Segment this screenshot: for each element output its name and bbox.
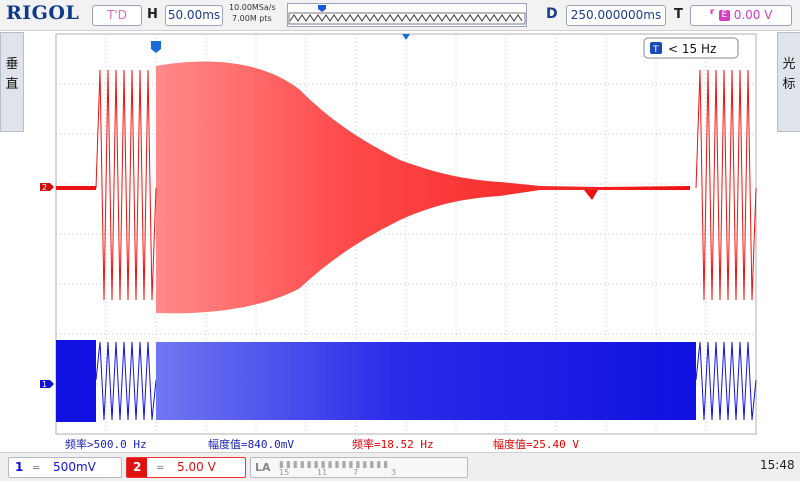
run-state-indicator[interactable]: T'D (92, 5, 142, 26)
trigger-frequency-box (643, 37, 739, 59)
measurement-ch1-frequency: 频率>500.0 Hz (65, 438, 147, 451)
memory-overview-icon (288, 5, 526, 25)
dc-coupling-icon: ═ (33, 463, 40, 474)
clock: 15:48 (760, 458, 795, 472)
delay-label: D (546, 6, 558, 22)
ch2-number: 2 (127, 458, 148, 477)
trigger-level-value: 0.00 V (733, 8, 773, 22)
vertical-tab-char-1: 垂 (5, 57, 19, 72)
trigger-freq-icon (650, 42, 662, 54)
dc-coupling-icon: ═ (157, 463, 164, 474)
memory-depth: 7.00M pts (232, 14, 272, 23)
trigger-label: T (674, 7, 683, 22)
la-label: LA (255, 461, 271, 474)
ch1-marker-icon (40, 380, 54, 388)
rising-edge-icon: ⸢ (709, 8, 716, 22)
waveform-display[interactable]: T < 15 Hz 2 1 (0, 30, 800, 452)
cursor-tab-char-1: 光 (782, 57, 796, 72)
la-digit-15: 15 (279, 468, 290, 477)
top-status-bar: RIGOL T'D H 50.00ms 10.00MSa/s 7.00M pts… (0, 0, 800, 31)
svg-text:T: T (652, 45, 659, 55)
timebase-value[interactable]: 50.00ms (165, 5, 223, 26)
ch2-scale-box[interactable]: 2 ═ 5.00 V (126, 457, 246, 478)
la-channels-box[interactable]: LA 15 11 7 3 ▮▮▮▮▮▮▮▮▮▮▮▮▮▮▮▮ (250, 457, 468, 478)
measurement-ch2-amplitude: 幅度值=25.40 V (493, 438, 579, 451)
ch1-scale-box[interactable]: 1 ═ 500mV (8, 457, 122, 478)
trigger-frequency-value: < 15 Hz (668, 42, 716, 56)
ch1-number: 1 (15, 460, 24, 474)
ch1-marker-label: 1 (42, 380, 47, 389)
memory-overview-bar[interactable] (287, 3, 527, 27)
trigger-settings[interactable]: ⸢ E 0.00 V (690, 5, 792, 26)
ch2-waveform (56, 61, 757, 314)
brand-logo: RIGOL (6, 2, 80, 24)
ch1-waveform (56, 340, 757, 422)
ch2-marker-icon (40, 183, 54, 191)
ch1-scale-value: 500mV (53, 460, 96, 474)
cursor-tab-char-2: 标 (782, 77, 796, 92)
la-bits-icon: ▮▮▮▮▮▮▮▮▮▮▮▮▮▮▮▮ (279, 460, 391, 470)
measurement-ch1-amplitude: 幅度值=840.0mV (208, 438, 294, 451)
delay-value[interactable]: 250.000000ms (566, 5, 666, 26)
center-marker-icon (402, 34, 410, 40)
sample-rate: 10.00MSa/s (229, 3, 276, 12)
la-digit-11: 11 (317, 468, 328, 477)
trigger-position-icon (151, 41, 161, 53)
horizontal-label: H (147, 7, 158, 22)
trigger-source-icon: E (718, 10, 730, 21)
cursor-menu-tab[interactable]: 光 标 (777, 32, 800, 132)
ch2-scale-value: 5.00 V (177, 460, 216, 474)
measurement-ch2-frequency: 频率=18.52 Hz (352, 438, 434, 451)
la-digit-7: 7 (353, 468, 359, 477)
vertical-tab-char-2: 直 (5, 77, 19, 92)
vertical-menu-tab[interactable]: 垂 直 (0, 32, 24, 132)
ch2-marker-label: 2 (42, 183, 47, 192)
la-digit-3: 3 (391, 468, 397, 477)
